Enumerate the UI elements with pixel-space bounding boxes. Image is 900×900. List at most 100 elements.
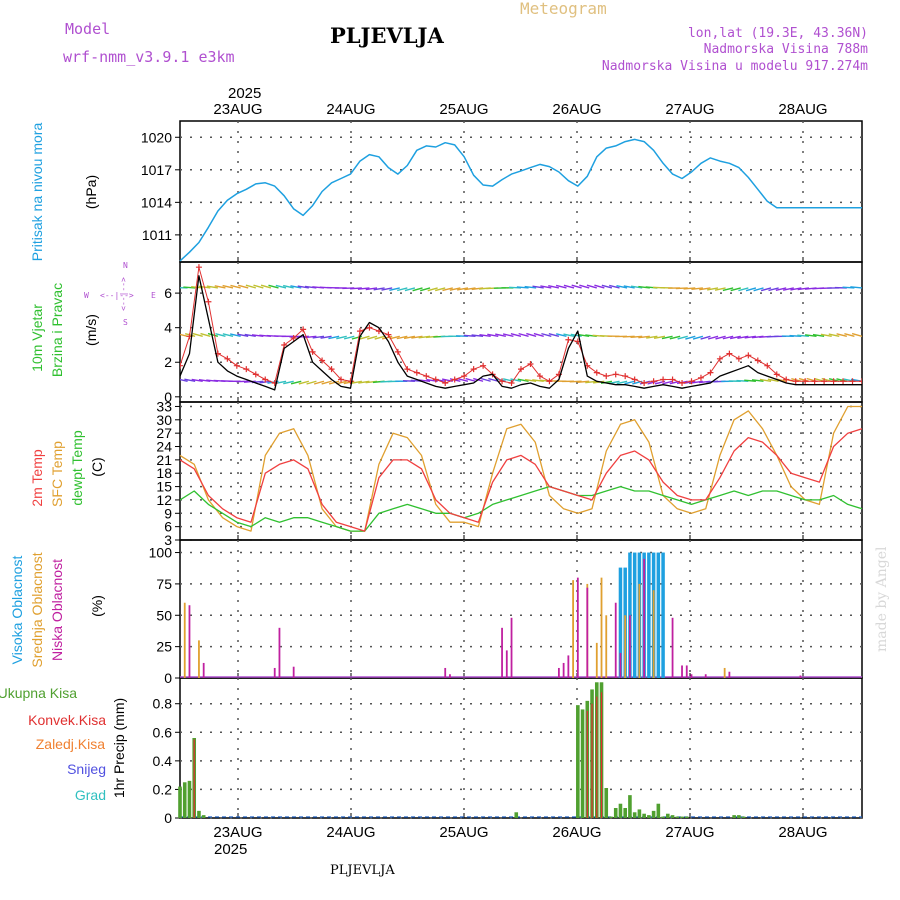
wind-direction-arrow [253,284,264,289]
precip-ytick-label: 0 [164,810,172,826]
wind-direction-arrow [677,335,688,340]
wind-ytick-label: 4 [164,320,172,336]
total-precip-bar [642,813,646,818]
wind-direction-arrow [243,380,256,383]
wind-direction-arrow [471,334,484,338]
wind-gust-marker [546,378,553,385]
wind-direction-arrow [357,287,370,290]
wind-direction-arrow [797,334,810,338]
wind-gust-marker [821,378,828,385]
wind-direction-arrow [510,333,522,337]
wind-direction-arrow [268,284,279,289]
low-cloud-bar [188,605,191,678]
wind-direction-arrow [556,333,567,338]
wind-direction-arrow [569,380,582,383]
total-precip-bar [684,816,689,818]
wind-direction-arrow [745,287,757,292]
compass-west: W [84,291,89,300]
wind-direction-arrow [601,284,613,289]
wind-direction-arrow [229,333,241,338]
low-cloud-bar [505,650,508,678]
wind-gust-marker [451,376,458,383]
wind-direction-arrow [715,335,726,340]
wind-direction-arrow [683,287,696,290]
wind-direction-arrow [630,335,643,339]
high-cloud-bar [632,552,637,678]
wind-gust-marker [347,378,354,385]
wind-direction-arrow [389,287,400,292]
wind-gust-marker [783,376,790,383]
wind-direction-arrow [488,377,499,382]
wind-direction-arrow [836,333,848,338]
high-cloud-bar [661,552,665,678]
wind-direction-arrow [842,286,855,289]
wind-direction-arrow [624,380,635,385]
low-cloud-bar [685,665,688,678]
wind-direction-arrow [350,287,362,290]
wind-direction-arrow [669,335,681,340]
wind-direction-arrow [691,287,703,291]
wind-direction-arrow [729,335,741,340]
model-name: wrf-nmm_v3.9.1 e3km [63,48,235,66]
high-cloud-bar [656,552,661,678]
total-precip-bar [514,812,519,818]
wind-direction-arrow [381,287,393,291]
cloud-ytick-label: 0 [164,670,172,686]
precip-label-5: Grad [75,787,106,803]
wind-gust-marker [205,298,212,305]
wind-direction-arrow [457,378,469,382]
temp-frame [179,401,863,541]
wind-gust-marker [470,366,477,373]
mid-cloud-bar [652,590,655,678]
wind-direction-arrow [685,335,696,340]
low-cloud-bar [671,617,674,678]
wind-direction-arrow [192,332,203,337]
wind-direction-arrow [622,335,635,338]
total-precip-bar [618,803,623,818]
wind-direction-arrow [517,378,529,382]
low-cloud-bar [728,671,731,678]
low-cloud-bar [690,674,693,678]
mid-cloud-bar [600,577,603,678]
wind-direction-arrow [851,332,862,337]
high-cloud-bar [618,567,623,678]
wind-gust-marker [792,378,799,385]
wind-gust-marker [697,374,704,381]
wind-gust-marker [773,371,780,378]
wind-direction-arrow [579,284,590,289]
total-precip-bar [647,815,651,818]
low-cloud-bar [292,666,295,678]
cloud-label-3: Niska Oblacnost [49,559,65,661]
total-precip-bar [656,803,661,818]
x-axis-label-bottom: 23AUG [213,824,262,841]
wind-gust-marker [631,376,638,383]
wind-direction-arrow [198,379,211,382]
total-precip-bar [680,816,684,818]
wind-direction-arrow [516,286,529,289]
wind-direction-arrow [320,335,332,339]
wind-direction-arrow [828,333,840,338]
total-precip-bar [670,815,675,818]
wind-gust-marker [356,328,363,335]
precip-label-1: Ukupna Kisa [0,685,77,701]
wind-direction-arrow [367,335,378,340]
wind-direction-arrow [586,284,597,289]
mid-cloud-bar [595,642,598,678]
wind-direction-arrow [381,335,393,340]
wind-label-1: 10m Vjetar [29,304,45,372]
compass-horizontal: <--|--> [100,291,134,300]
wind-direction-arrow [502,333,514,338]
wind-direction-arrow [312,335,325,339]
cloud-ytick-label: 50 [156,607,172,623]
wind-direction-arrow [290,380,302,385]
low-cloud-bar [273,667,276,678]
wind-direction-arrow [464,287,476,291]
model-elevation-text: Nadmorska Visina u modelu 917.274m [602,59,868,74]
wind-direction-arrow [373,287,385,291]
wind-direction-arrow [313,380,325,385]
wind-direction-arrow [692,335,704,340]
wind-direction-arrow [207,332,219,337]
wind-direction-arrow [661,335,673,340]
wind-gust-marker [404,366,411,373]
pressure-line [179,138,862,262]
